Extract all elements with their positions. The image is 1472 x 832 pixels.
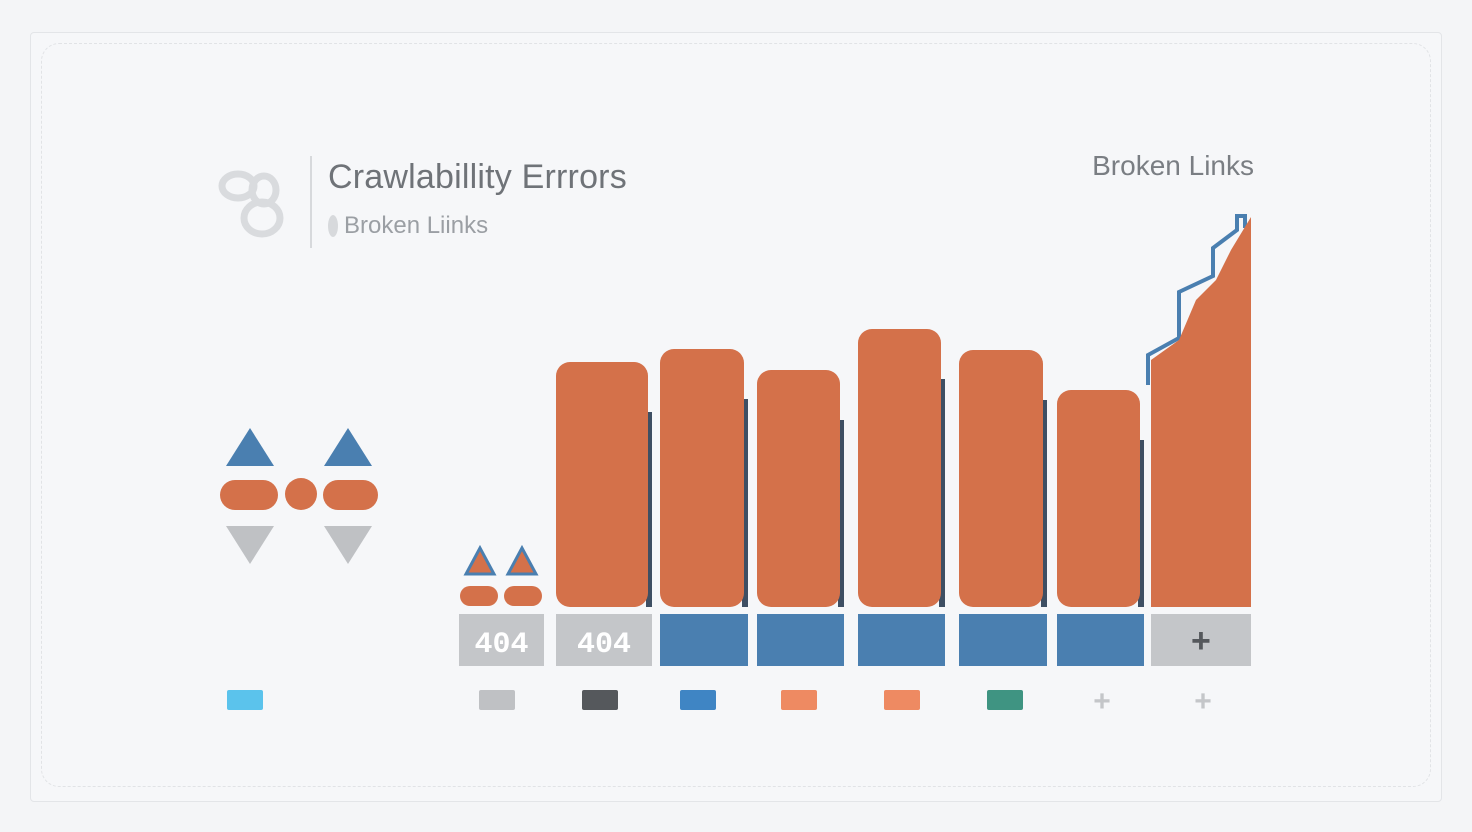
bar — [1057, 390, 1140, 607]
up-arrow-icon — [505, 544, 539, 576]
legend-swatch — [781, 690, 817, 710]
category-tick-label: 404 — [474, 628, 528, 662]
down-arrow-icon — [324, 526, 372, 564]
bar-shadow — [742, 399, 748, 607]
down-arrow-icon — [226, 526, 274, 564]
bar-shadow — [838, 420, 844, 607]
category-label-box — [959, 614, 1047, 666]
header-divider — [310, 156, 312, 248]
category-tick-label: + — [1191, 625, 1211, 663]
pill-icon — [220, 480, 278, 510]
legend-plus-icon: + — [1093, 685, 1111, 718]
broken-link-icon — [218, 170, 284, 238]
legend-swatch — [227, 690, 263, 710]
category-tick-label: 404 — [577, 628, 631, 662]
category-label-box — [556, 614, 652, 666]
legend-plus-icon: + — [1194, 685, 1212, 718]
bar-shadow — [939, 379, 945, 607]
corner-label: Broken Links — [1092, 150, 1254, 181]
up-arrow-icon — [226, 428, 274, 466]
bar — [556, 362, 648, 607]
bar-outline — [1146, 214, 1247, 385]
bar — [757, 370, 840, 607]
bar-shadow — [1041, 400, 1047, 607]
left-arrows-icon — [220, 428, 378, 564]
category-label-box — [1151, 614, 1251, 666]
up-arrow-icon — [463, 544, 497, 576]
category-label-box — [660, 614, 748, 666]
legend-swatch — [884, 690, 920, 710]
bar-shadow — [1138, 440, 1144, 607]
subtitle-dot-icon — [328, 215, 338, 237]
subtitle-text: Broken Liinks — [344, 212, 489, 239]
pill-icon — [504, 586, 542, 606]
bar-shadow — [646, 412, 652, 607]
chart-title: Crawlabillity Errrors — [328, 158, 627, 196]
up-arrow-icon — [324, 428, 372, 466]
category-label-box — [757, 614, 844, 666]
bar — [858, 329, 941, 607]
dot-icon — [285, 478, 317, 510]
legend-swatch — [987, 690, 1023, 710]
legend-swatch — [479, 690, 515, 710]
legend-swatch — [582, 690, 618, 710]
category-label-box — [858, 614, 945, 666]
small-arrows-icon — [460, 544, 542, 606]
card-inner-border — [41, 43, 1431, 787]
category-label-box — [1057, 614, 1144, 666]
pill-icon — [323, 480, 378, 510]
chart-subtitle: Broken Liinks — [328, 212, 488, 240]
bar — [1151, 217, 1251, 607]
bar — [959, 350, 1043, 607]
category-label-box — [459, 614, 544, 666]
legend-swatch — [680, 690, 716, 710]
pill-icon — [460, 586, 498, 606]
bar — [660, 349, 744, 607]
